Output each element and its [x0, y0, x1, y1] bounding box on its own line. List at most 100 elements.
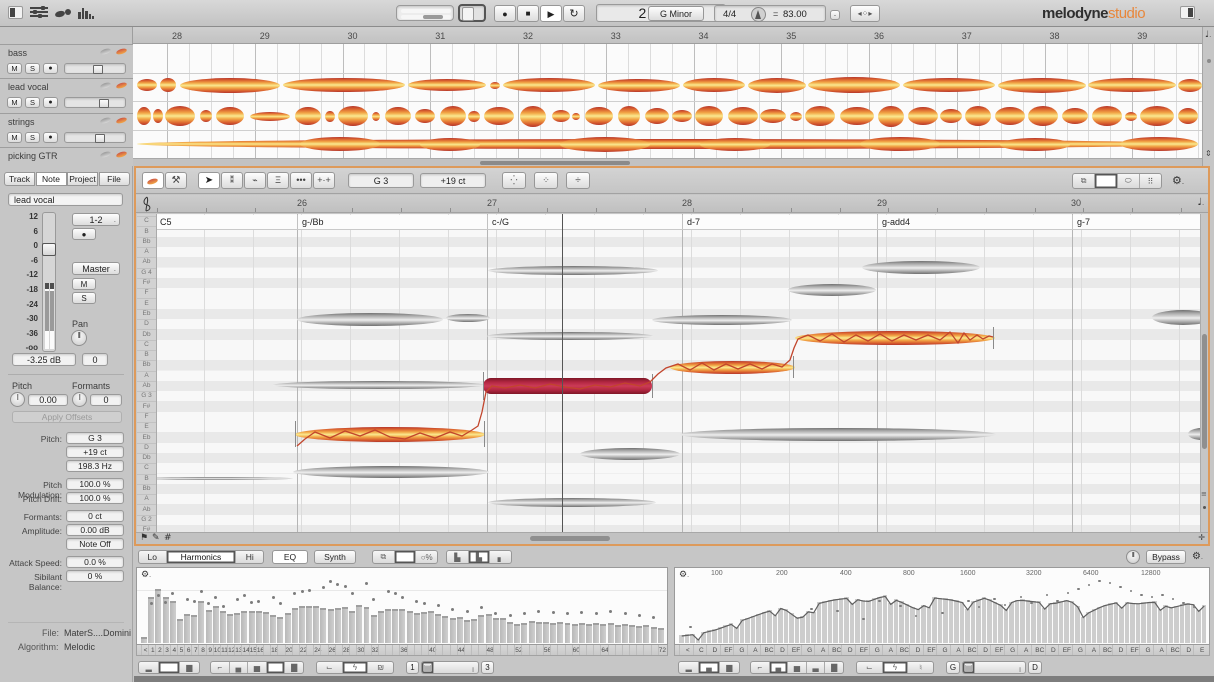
playhead[interactable]	[562, 214, 563, 532]
inspector-value-box[interactable]: 100.0 %	[66, 492, 124, 504]
note-blob[interactable]	[295, 426, 485, 442]
harmonic-bar[interactable]	[600, 624, 607, 643]
eq-band-bar[interactable]	[1141, 602, 1146, 643]
harmonic-bar[interactable]	[198, 601, 205, 643]
eq-band-bar[interactable]	[816, 602, 821, 643]
track-audio-blob[interactable]	[137, 139, 1198, 149]
volume-fader[interactable]	[42, 212, 56, 352]
eq-band-bar[interactable]	[750, 615, 755, 643]
eq-band-bar[interactable]	[701, 631, 706, 643]
track-audio-blob[interactable]	[137, 79, 157, 91]
track-audio-blob[interactable]	[200, 110, 212, 122]
track-audio-blob[interactable]	[618, 106, 640, 126]
harmonic-bar[interactable]	[191, 615, 198, 643]
view-blob-pair-icon[interactable]: ⧉	[1073, 174, 1096, 188]
harmonic-bar[interactable]	[356, 605, 363, 643]
harmonic-bar[interactable]	[499, 618, 506, 643]
eq-gear-icon[interactable]: ⚙.	[679, 570, 689, 580]
track-audio-blob[interactable]	[760, 109, 786, 123]
eq-band-bar[interactable]	[745, 617, 750, 643]
pan-knob[interactable]	[71, 330, 87, 346]
harmonic-bar[interactable]	[542, 622, 549, 643]
harmonics-chart[interactable]: ⚙.	[136, 567, 668, 645]
track-audio-blob[interactable]	[695, 106, 723, 126]
window-layout-icon[interactable]	[8, 6, 23, 19]
track-option-dot[interactable]	[1207, 59, 1211, 63]
pan-value-box[interactable]: 0	[82, 353, 108, 366]
eq-band-bar[interactable]	[805, 610, 810, 643]
track-audio-blob[interactable]	[385, 107, 411, 125]
harmonic-bar[interactable]	[399, 609, 406, 643]
harmonic-bar[interactable]	[241, 611, 248, 643]
eq-band-bar[interactable]	[932, 597, 937, 643]
note-blob-other-track[interactable]	[488, 497, 656, 507]
harmonic-bar[interactable]	[306, 606, 313, 643]
track-name[interactable]: strings	[8, 116, 35, 127]
note-blob-other-track[interactable]	[446, 314, 490, 322]
eq-band-bar[interactable]	[800, 616, 805, 643]
track-audio-blob[interactable]	[520, 105, 546, 127]
chord-cell[interactable]: d-7	[682, 215, 877, 229]
eq-band-bar[interactable]	[1152, 601, 1157, 643]
inspector-value-box[interactable]: 198.3 Hz	[66, 460, 124, 472]
mixer-icon[interactable]	[30, 6, 48, 19]
harmonic-bar[interactable]	[614, 625, 621, 643]
eq-band-bar[interactable]	[783, 609, 788, 643]
track-audio-blob[interactable]	[552, 110, 570, 122]
harmonic-bar[interactable]	[227, 614, 234, 643]
track-volume-thumb[interactable]	[99, 98, 110, 108]
editor-note-icon[interactable]: ♩.	[1197, 197, 1204, 208]
eq-band-bar[interactable]	[822, 601, 827, 643]
sound-preset-segment[interactable]: ▙ ▙ ▖	[446, 550, 512, 564]
piano-roll[interactable]: C5 g-/Bb c-/G d-7 g-add4 g-7	[157, 214, 1200, 532]
track-solo-button[interactable]: S	[25, 96, 40, 108]
eq-band-bar[interactable]	[717, 627, 722, 643]
track-audio-blob[interactable]	[645, 108, 669, 124]
eq-band-bar[interactable]	[954, 600, 959, 643]
pitch-field[interactable]: G 3	[348, 173, 414, 188]
eq-band-bar[interactable]	[728, 623, 733, 643]
monitor-mini-slider[interactable]	[458, 4, 486, 22]
stop-button[interactable]: ■	[517, 5, 539, 22]
eq-band-bar[interactable]	[838, 598, 843, 643]
eq-band-bar[interactable]	[992, 601, 997, 643]
track-audio-blob[interactable]	[860, 137, 940, 151]
harmonic-bar[interactable]	[155, 589, 162, 643]
time-signature[interactable]: 4/4	[723, 9, 737, 20]
link-blob-icon[interactable]: ⧉	[373, 551, 395, 563]
track-audio-blob[interactable]	[216, 107, 244, 125]
track-name[interactable]: bass	[8, 48, 28, 58]
track-audio-blob[interactable]	[338, 106, 368, 126]
eq-band-bar[interactable]	[1157, 609, 1162, 643]
inspector-value-box[interactable]: G 3	[66, 432, 124, 444]
harmonic-bar[interactable]	[298, 606, 305, 643]
track-mute-button[interactable]: M	[7, 63, 22, 74]
eq-band-bar[interactable]	[1069, 601, 1074, 643]
harmonic-bar[interactable]	[385, 609, 392, 643]
chord-cell[interactable]: g-add4	[877, 215, 1072, 229]
eq-band-bar[interactable]	[948, 598, 953, 643]
track-audio-blob[interactable]	[805, 106, 835, 126]
harm-ctrl-emphasis[interactable]: ▂ ▆	[138, 661, 200, 674]
harmonic-bar[interactable]	[284, 613, 291, 643]
harm-range-high[interactable]: 3	[481, 661, 494, 674]
eq-band-bar[interactable]	[1091, 609, 1096, 643]
eq-band-bar[interactable]	[723, 625, 728, 643]
editor-dot-icon[interactable]	[1203, 506, 1206, 509]
track-audio-blob[interactable]	[160, 78, 176, 92]
eq-amount-knob[interactable]	[1126, 550, 1140, 564]
track-audio-blob[interactable]	[1092, 106, 1122, 126]
eq-band-bar[interactable]	[855, 598, 860, 643]
eq-band-bar[interactable]	[904, 604, 909, 643]
pitch-tool-button[interactable]: ⁑	[221, 172, 243, 189]
tab-file[interactable]: File	[98, 172, 130, 186]
harmonic-bar[interactable]	[557, 622, 564, 643]
harmonics-gear-icon[interactable]: ⚙.	[141, 570, 151, 580]
inspector-value-box[interactable]: Note Off	[66, 538, 124, 550]
eq-ctrl-emphasis[interactable]: ▂ ▄ ▆	[678, 661, 740, 674]
inspector-value-box[interactable]: 0.0 %	[66, 556, 124, 568]
harmonic-bar[interactable]	[521, 623, 528, 643]
harmonic-bar[interactable]	[528, 621, 535, 643]
track-hscrollbar[interactable]	[133, 158, 1202, 166]
cent-field[interactable]: +19 ct	[420, 173, 486, 188]
